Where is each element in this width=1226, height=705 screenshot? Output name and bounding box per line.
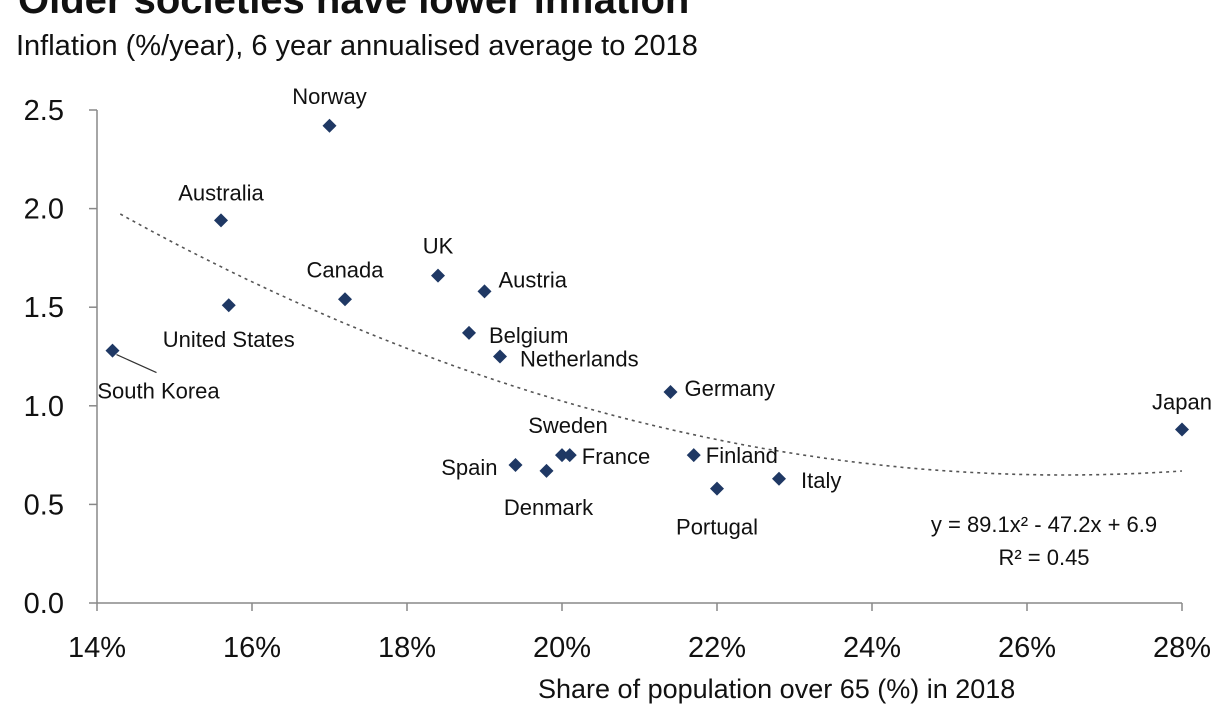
x-tick-label: 16% [223, 632, 281, 664]
data-point-label: Norway [292, 84, 367, 109]
leader-line [116, 354, 157, 374]
y-tick-label: 0.0 [24, 588, 64, 620]
y-tick-label: 2.0 [24, 194, 64, 226]
y-tick-label: 2.5 [24, 95, 64, 127]
trendline [119, 213, 1183, 476]
data-point-label: Portugal [676, 515, 758, 540]
data-point-label: Sweden [528, 413, 608, 438]
y-tick-label: 0.5 [24, 489, 64, 521]
data-point-label: Italy [801, 468, 841, 493]
x-tick-label: 18% [378, 632, 436, 664]
x-tick-label: 24% [843, 632, 901, 664]
data-point-marker [562, 448, 577, 463]
data-point-marker [493, 349, 507, 364]
r-squared-label: R² = 0.45 [998, 545, 1089, 570]
data-point-marker [508, 457, 523, 472]
data-point-label: France [582, 444, 650, 469]
data-point-label: Germany [685, 376, 775, 401]
x-tick-label: 22% [688, 632, 746, 664]
y-tick-label: 1.0 [24, 391, 64, 423]
data-point-label: Australia [178, 180, 264, 205]
data-point-label: Netherlands [520, 347, 639, 372]
point-labels: Norway Australia United States South Korea C… [97, 84, 1212, 540]
data-point-marker [431, 268, 445, 283]
data-point-marker [710, 481, 724, 496]
data-point-marker [772, 471, 786, 486]
data-point-marker [105, 343, 120, 358]
data-point-marker [322, 118, 337, 133]
x-tick-label: 14% [68, 632, 126, 664]
data-point-label: Japan [1152, 389, 1212, 414]
chart-title: Older societies have lower inflation [18, 0, 690, 22]
markers [105, 118, 1189, 496]
data-point-label: Denmark [504, 495, 594, 520]
data-point-marker [555, 448, 569, 463]
y-tick-labels: 0.0 0.5 1.0 1.5 2.0 2.5 [24, 95, 64, 620]
data-point-label: United States [163, 327, 295, 352]
x-tick-labels: 14% 16% 18% 20% 22% 24% 26% 28% [68, 632, 1211, 664]
data-point-marker [686, 448, 701, 463]
data-point-label: Canada [306, 257, 384, 282]
data-point-label: Belgium [489, 323, 568, 348]
x-tick-label: 28% [1153, 632, 1211, 664]
data-point-label: Spain [441, 455, 497, 480]
data-point-label: UK [423, 234, 454, 259]
data-point-marker [338, 292, 352, 307]
data-point-marker [1175, 422, 1189, 437]
data-point-marker [462, 325, 476, 340]
data-point-marker [663, 384, 678, 399]
data-point-marker [221, 298, 236, 313]
data-point-marker [477, 284, 492, 299]
data-point-label: South Korea [97, 379, 220, 404]
axes [89, 109, 1183, 611]
x-tick-label: 26% [998, 632, 1056, 664]
chart-subtitle: Inflation (%/year), 6 year annualised av… [16, 30, 698, 62]
data-point-marker [539, 463, 554, 478]
data-point-label: Austria [499, 267, 568, 292]
trendline-equation: y = 89.1x² - 47.2x + 6.9 [931, 512, 1157, 537]
scatter-chart: 0.0 0.5 1.0 1.5 2.0 2.5 14% 16% 18% 20% 22% 24% 26%… [24, 84, 1212, 664]
data-point-marker [214, 213, 228, 228]
x-tick-label: 20% [533, 632, 591, 664]
data-point-label: Finland [706, 443, 778, 468]
y-tick-label: 1.5 [24, 292, 64, 324]
